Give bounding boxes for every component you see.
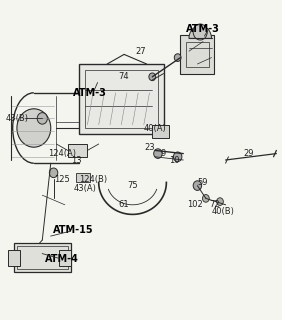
Text: 125: 125 bbox=[54, 175, 70, 184]
Bar bbox=[68, 144, 87, 157]
Text: 10: 10 bbox=[169, 156, 180, 164]
Text: ATM-15: ATM-15 bbox=[53, 225, 94, 236]
Circle shape bbox=[193, 24, 207, 40]
Text: 124(A): 124(A) bbox=[48, 149, 76, 158]
Text: 9: 9 bbox=[161, 149, 166, 158]
Bar bbox=[59, 250, 70, 266]
Text: ATM-4: ATM-4 bbox=[45, 254, 79, 264]
Text: 43(A): 43(A) bbox=[73, 184, 96, 193]
Text: 23: 23 bbox=[144, 143, 155, 152]
Bar bbox=[152, 125, 169, 138]
Text: 74: 74 bbox=[119, 72, 129, 81]
Text: ATM-3: ATM-3 bbox=[186, 24, 220, 34]
Text: 13: 13 bbox=[71, 156, 81, 164]
Circle shape bbox=[17, 109, 51, 147]
Circle shape bbox=[217, 198, 223, 205]
Text: 40(B): 40(B) bbox=[211, 207, 234, 216]
Bar bbox=[14, 243, 70, 272]
Text: 43(B): 43(B) bbox=[5, 114, 28, 123]
Wedge shape bbox=[189, 26, 212, 38]
Circle shape bbox=[154, 149, 162, 158]
Text: 75: 75 bbox=[127, 181, 138, 190]
Text: 102: 102 bbox=[187, 200, 202, 209]
Bar bbox=[79, 64, 164, 134]
Text: 27: 27 bbox=[136, 47, 146, 56]
Bar bbox=[85, 70, 158, 128]
Text: 72: 72 bbox=[209, 200, 220, 209]
Bar bbox=[76, 173, 90, 182]
Text: 29: 29 bbox=[243, 149, 254, 158]
Text: ATM-3: ATM-3 bbox=[73, 88, 107, 98]
Bar bbox=[17, 246, 68, 269]
Circle shape bbox=[202, 195, 209, 202]
Bar bbox=[8, 250, 20, 266]
Circle shape bbox=[49, 168, 58, 178]
Circle shape bbox=[174, 54, 181, 61]
Circle shape bbox=[173, 152, 182, 162]
Text: 40(A): 40(A) bbox=[144, 124, 166, 132]
Text: 124(B): 124(B) bbox=[79, 175, 107, 184]
Circle shape bbox=[37, 113, 47, 124]
Circle shape bbox=[149, 73, 156, 81]
Circle shape bbox=[193, 181, 202, 190]
Bar bbox=[186, 42, 209, 67]
Text: 59: 59 bbox=[198, 178, 208, 187]
Text: 61: 61 bbox=[119, 200, 129, 209]
Bar bbox=[180, 35, 214, 74]
